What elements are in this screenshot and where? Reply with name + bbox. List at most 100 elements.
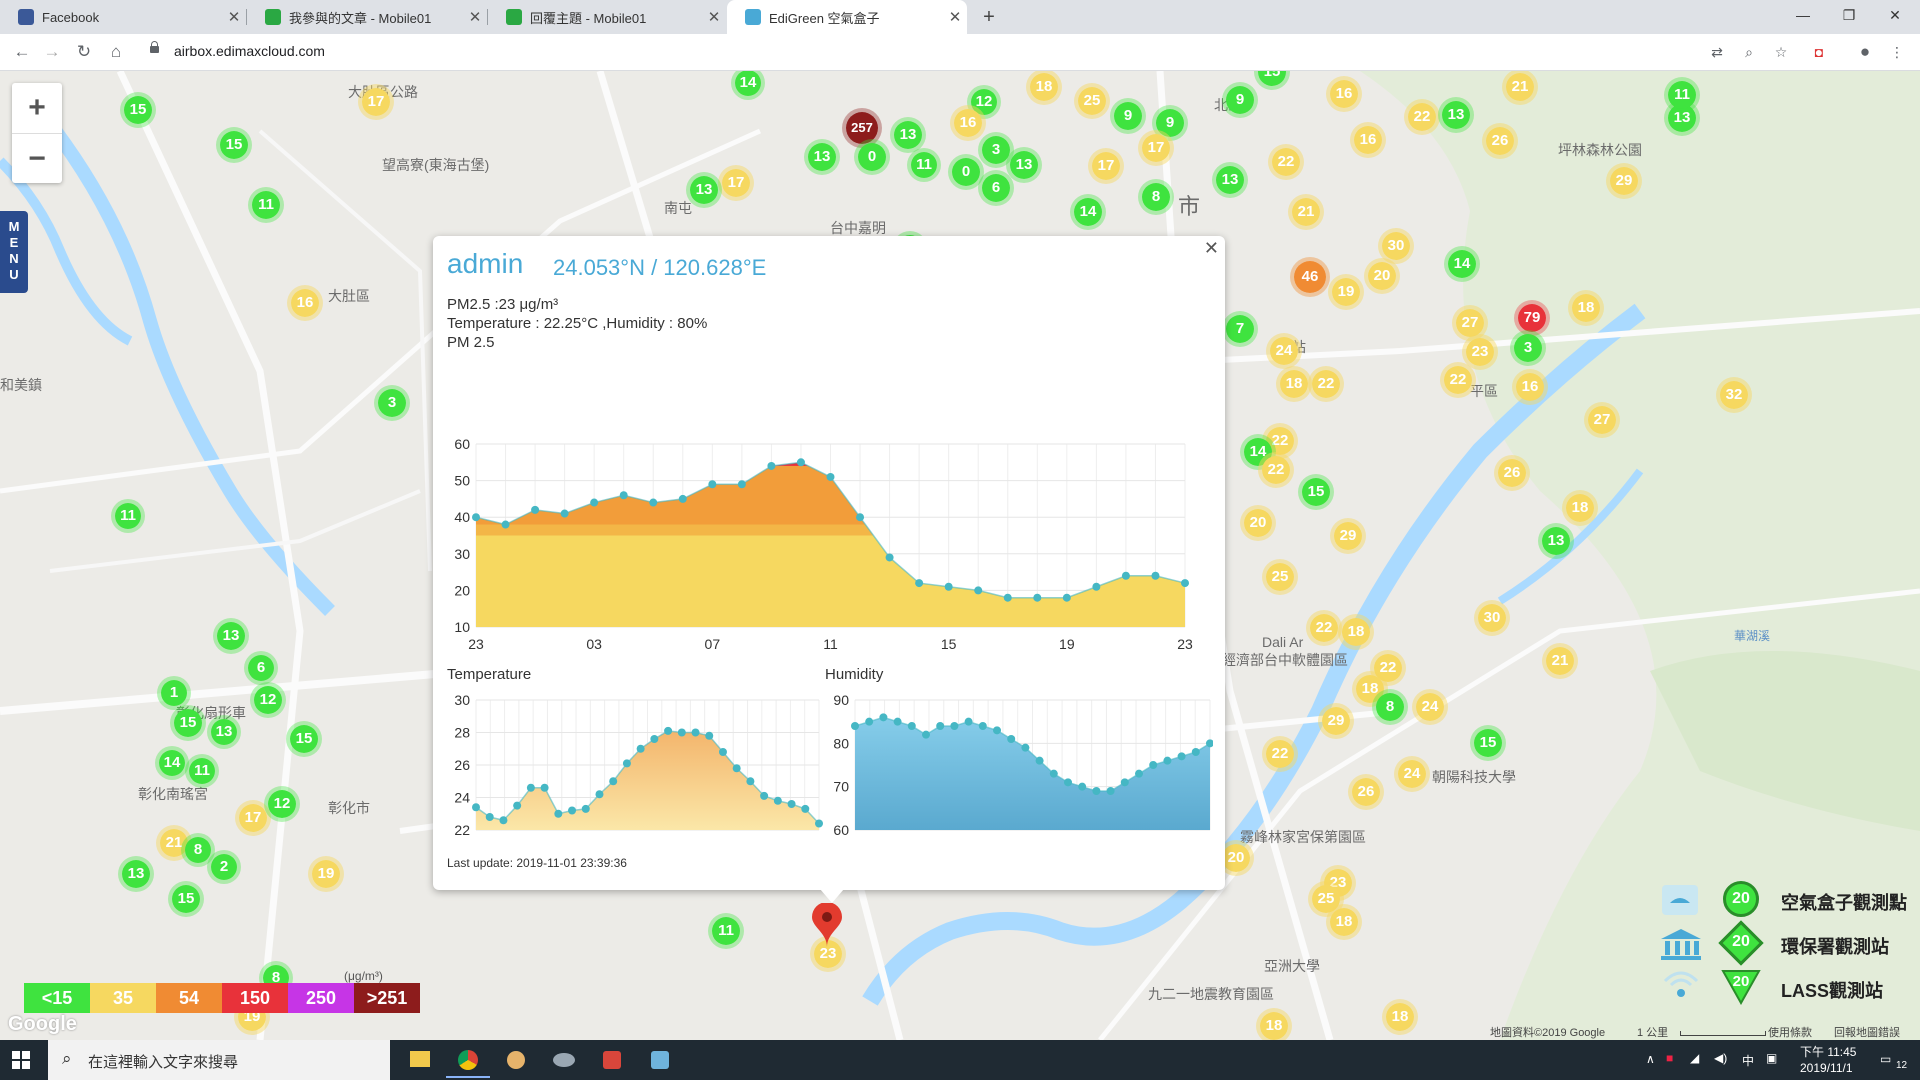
station-marker[interactable]: 13 bbox=[207, 715, 241, 749]
station-marker[interactable]: 11 bbox=[185, 754, 219, 788]
station-marker[interactable]: 16 bbox=[1512, 369, 1548, 405]
station-marker[interactable]: 11 bbox=[1664, 77, 1700, 113]
bookmark-star-icon[interactable]: ☆ bbox=[1774, 44, 1788, 60]
station-marker[interactable]: 15 bbox=[168, 881, 204, 917]
station-marker[interactable]: 1 bbox=[157, 676, 191, 710]
station-marker[interactable]: 3 bbox=[374, 385, 410, 421]
station-marker[interactable]: 2 bbox=[207, 850, 241, 884]
station-marker[interactable]: 15 bbox=[1298, 474, 1334, 510]
back-button[interactable]: ← bbox=[13, 42, 31, 61]
station-marker[interactable]: 0 bbox=[854, 139, 890, 175]
tray-network-icon[interactable]: ◢ bbox=[1690, 1051, 1700, 1065]
station-marker[interactable]: 20 bbox=[1240, 505, 1276, 541]
app-icon[interactable] bbox=[542, 1044, 586, 1076]
tray-volume-icon[interactable]: ◀) bbox=[1714, 1051, 1728, 1065]
station-marker[interactable]: 13 bbox=[1538, 523, 1574, 559]
station-marker[interactable]: 11 bbox=[907, 148, 941, 182]
station-marker[interactable]: 22 bbox=[1262, 736, 1298, 772]
station-marker[interactable]: 13 bbox=[213, 618, 249, 654]
station-marker[interactable]: 12 bbox=[264, 786, 300, 822]
station-marker[interactable]: 16 bbox=[287, 285, 323, 321]
notification-center-icon[interactable]: ▭ bbox=[1880, 1052, 1892, 1066]
station-marker[interactable]: 22 bbox=[1268, 144, 1304, 180]
station-marker[interactable]: 25 bbox=[1262, 559, 1298, 595]
station-marker[interactable]: 8 bbox=[181, 833, 215, 867]
clock-date[interactable]: 2019/11/1 bbox=[1800, 1061, 1853, 1075]
station-marker[interactable]: 13 bbox=[890, 117, 926, 153]
ime-indicator[interactable]: 中 bbox=[1742, 1054, 1755, 1068]
station-marker[interactable]: 18 bbox=[1026, 71, 1062, 105]
station-marker[interactable]: 18 bbox=[1382, 999, 1418, 1035]
station-marker[interactable]: 11 bbox=[248, 187, 284, 223]
window-close-button[interactable]: ✕ bbox=[1889, 7, 1901, 23]
restore-button[interactable]: ❐ bbox=[1842, 7, 1856, 23]
app-icon[interactable] bbox=[638, 1044, 682, 1076]
station-marker[interactable]: 18 bbox=[1562, 490, 1598, 526]
station-marker[interactable]: 15 bbox=[1470, 725, 1506, 761]
file-explorer-icon[interactable] bbox=[398, 1044, 442, 1076]
station-marker[interactable]: 13 bbox=[686, 172, 722, 208]
station-marker[interactable]: 22 bbox=[1370, 650, 1406, 686]
station-marker[interactable]: 15 bbox=[286, 721, 322, 757]
station-marker[interactable]: 29 bbox=[1606, 163, 1642, 199]
address-bar[interactable]: airbox.edimaxcloud.com bbox=[140, 38, 1680, 66]
station-marker[interactable]: 3 bbox=[1510, 330, 1546, 366]
tab-mobile01-articles[interactable]: 我參與的文章 - Mobile01 ✕ bbox=[247, 0, 487, 34]
station-marker[interactable]: 18 bbox=[1276, 366, 1312, 402]
tray-keyboard-icon[interactable]: ▣ bbox=[1766, 1051, 1778, 1065]
station-marker[interactable]: 25 bbox=[1074, 83, 1110, 119]
station-marker[interactable]: 11 bbox=[708, 913, 744, 949]
forward-button[interactable]: → bbox=[43, 42, 61, 61]
tab-mobile01-reply[interactable]: 回覆主題 - Mobile01 ✕ bbox=[488, 0, 726, 34]
station-marker[interactable]: 15 bbox=[216, 127, 252, 163]
station-marker[interactable]: 14 bbox=[1444, 246, 1480, 282]
taskbar-search-box[interactable]: ⌕ 在這裡輸入文字來搜尋 bbox=[48, 1040, 390, 1080]
station-marker[interactable]: 17 bbox=[358, 84, 394, 120]
station-marker[interactable]: 13 bbox=[1006, 147, 1042, 183]
station-marker[interactable]: 27 bbox=[1584, 402, 1620, 438]
station-marker[interactable]: 22 bbox=[1308, 366, 1344, 402]
station-marker[interactable]: 22 bbox=[1440, 362, 1476, 398]
station-marker[interactable]: 11 bbox=[111, 499, 145, 533]
station-marker[interactable]: 13 bbox=[804, 139, 840, 175]
profile-icon[interactable]: ● bbox=[1859, 42, 1871, 61]
station-marker[interactable]: 18 bbox=[1256, 1008, 1292, 1040]
station-marker[interactable]: 8 bbox=[1138, 179, 1174, 215]
station-marker[interactable]: 15 bbox=[170, 705, 206, 741]
station-marker[interactable]: 16 bbox=[950, 105, 986, 141]
station-marker[interactable]: 21 bbox=[1542, 643, 1578, 679]
windows-start-icon[interactable] bbox=[12, 1051, 30, 1069]
station-marker[interactable]: 8 bbox=[1372, 689, 1408, 725]
home-button[interactable]: ⌂ bbox=[110, 42, 122, 61]
station-marker[interactable]: 21 bbox=[1502, 71, 1538, 105]
station-marker[interactable]: 17 bbox=[235, 800, 271, 836]
station-marker[interactable]: 19 bbox=[1328, 274, 1364, 310]
station-marker[interactable]: 16 bbox=[1350, 122, 1386, 158]
station-marker[interactable]: 17 bbox=[1138, 130, 1174, 166]
station-marker[interactable]: 14 bbox=[731, 71, 765, 100]
station-marker[interactable]: 29 bbox=[1330, 518, 1366, 554]
station-marker[interactable]: 24 bbox=[1394, 756, 1430, 792]
station-marker[interactable]: 14 bbox=[155, 746, 189, 780]
app-icon[interactable] bbox=[494, 1044, 538, 1076]
terms-link[interactable]: 使用條款 bbox=[1768, 1027, 1812, 1039]
station-marker[interactable]: 18 bbox=[1338, 614, 1374, 650]
tab-close-icon[interactable]: ✕ bbox=[948, 9, 962, 26]
clock-time[interactable]: 下午 11:45 bbox=[1800, 1045, 1857, 1059]
station-marker[interactable]: 26 bbox=[1494, 455, 1530, 491]
tab-close-icon[interactable]: ✕ bbox=[468, 9, 482, 26]
reload-button[interactable]: ↻ bbox=[76, 42, 92, 61]
station-marker[interactable]: 21 bbox=[1288, 194, 1324, 230]
station-marker[interactable]: 12 bbox=[250, 682, 286, 718]
zoom-icon[interactable]: ⌕ bbox=[1745, 44, 1753, 60]
station-marker[interactable]: 22 bbox=[1306, 610, 1342, 646]
station-marker[interactable]: 16 bbox=[1326, 76, 1362, 112]
station-marker[interactable]: 19 bbox=[308, 856, 344, 892]
station-marker[interactable]: 20 bbox=[1364, 258, 1400, 294]
extension-icon[interactable]: ◘ bbox=[1814, 44, 1824, 60]
station-marker[interactable]: 0 bbox=[948, 154, 984, 190]
station-marker[interactable]: 6 bbox=[978, 170, 1014, 206]
selected-location-pin-icon[interactable] bbox=[812, 903, 842, 947]
menu-dots-icon[interactable]: ⋮ bbox=[1890, 44, 1904, 60]
